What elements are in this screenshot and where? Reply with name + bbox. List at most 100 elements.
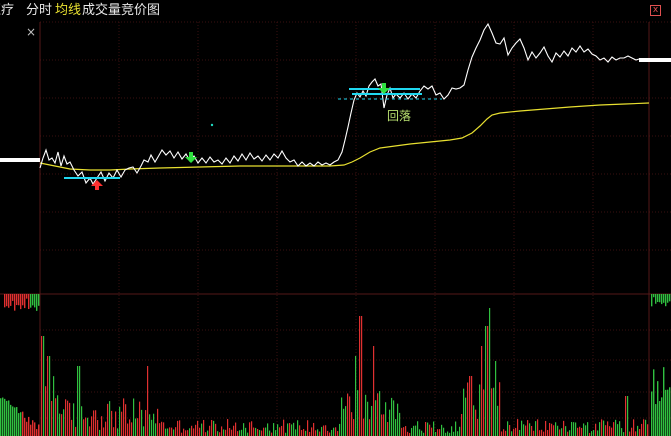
volume-bar [309, 431, 311, 436]
volume-bar [155, 423, 157, 436]
volume-bar [331, 429, 333, 436]
volume-bar [535, 421, 537, 436]
auction-imbalance-bar [30, 294, 32, 308]
volume-bar [601, 419, 603, 436]
volume-bar [407, 431, 409, 436]
volume-bar [345, 406, 347, 436]
volume-bar [229, 427, 231, 436]
volume-bar [593, 430, 595, 436]
volume-bar [129, 419, 131, 436]
auction-imbalance-bar [32, 294, 34, 306]
volume-bar [645, 419, 647, 436]
volume-bar [161, 421, 163, 436]
volume-bar [83, 419, 85, 436]
volume-bar [281, 425, 283, 436]
volume-bar [351, 412, 353, 436]
volume-bar [223, 429, 225, 436]
volume-bar [209, 425, 211, 436]
volume-bar [361, 316, 363, 436]
volume-bar [259, 430, 261, 436]
volume-bar [439, 429, 441, 436]
volume-bar [117, 428, 119, 436]
volume-bar [293, 422, 295, 436]
closing-volume-bar [655, 404, 657, 436]
auction-volume-bar [10, 404, 12, 436]
volume-bar [201, 423, 203, 436]
closing-imbalance-bar [661, 294, 663, 305]
volume-bar [563, 420, 565, 436]
volume-bar [297, 420, 299, 436]
volume-bar [187, 430, 189, 436]
auction-volume-bar [36, 429, 38, 436]
auction-volume-bar [32, 420, 34, 436]
auction-volume-bar [16, 407, 18, 436]
volume-bar [189, 428, 191, 436]
volume-bar [279, 427, 281, 436]
volume-bar [367, 401, 369, 436]
volume-bar [81, 406, 83, 436]
volume-bar [45, 386, 47, 436]
volume-bar [263, 427, 265, 436]
volume-bar [215, 423, 217, 436]
volume-bar [171, 427, 173, 436]
volume-bar [551, 423, 553, 436]
volume-bar [103, 427, 105, 436]
auction-volume-bar [38, 424, 40, 436]
volume-bar [101, 416, 103, 436]
volume-bar [605, 425, 607, 436]
volume-bar [247, 432, 249, 436]
volume-bar [271, 432, 273, 436]
volume-bar [631, 427, 633, 436]
volume-bar [543, 431, 545, 436]
menu-sector[interactable]: 医疗 [0, 3, 15, 18]
volume-bar [447, 431, 449, 436]
volume-bar [267, 423, 269, 436]
volume-bar [589, 432, 591, 436]
volume-bar [619, 421, 621, 436]
auction-imbalance-bar [8, 294, 10, 308]
volume-bar [145, 410, 147, 436]
volume-bar [111, 410, 113, 436]
volume-bar [273, 423, 275, 436]
volume-bar [91, 416, 93, 436]
volume-bar [409, 432, 411, 436]
auction-volume-bar [8, 400, 10, 436]
volume-bar [571, 421, 573, 436]
close-icon[interactable]: x [650, 5, 661, 16]
menu-volume[interactable]: 成交量 [82, 3, 122, 18]
volume-bar [643, 419, 645, 436]
volume-bar [227, 419, 229, 436]
volume-bar [617, 424, 619, 436]
volume-bar [629, 431, 631, 436]
volume-bar [579, 426, 581, 436]
volume-bar [469, 376, 471, 436]
menu-average-line[interactable]: 均线 [55, 3, 82, 18]
volume-bar [107, 403, 109, 436]
auction-volume-bar [30, 424, 32, 436]
volume-bar [523, 424, 525, 436]
auction-imbalance-bar [36, 294, 38, 311]
volume-bar [291, 424, 293, 436]
volume-bar [635, 431, 637, 436]
auction-imbalance-bar [28, 294, 30, 310]
volume-bar [503, 429, 505, 436]
volume-bar [311, 427, 313, 436]
volume-bar [149, 414, 151, 436]
volume-bar [423, 432, 425, 436]
volume-bar [165, 428, 167, 436]
volume-bar [449, 432, 451, 436]
auction-volume-bar [12, 406, 14, 436]
volume-bar [545, 420, 547, 436]
volume-bar [305, 430, 307, 436]
volume-bar [241, 429, 243, 436]
volume-bar [245, 427, 247, 436]
menu-intraday[interactable]: 分时 [26, 3, 53, 18]
auction-volume-bar [28, 416, 30, 436]
overlay-close-icon[interactable]: × [26, 25, 36, 39]
volume-bar [419, 429, 421, 436]
volume-bar [637, 425, 639, 436]
menu-auction-chart[interactable]: 竞价图 [121, 3, 161, 18]
volume-bar [97, 420, 99, 436]
volume-bar [59, 413, 61, 436]
volume-bar [143, 426, 145, 436]
